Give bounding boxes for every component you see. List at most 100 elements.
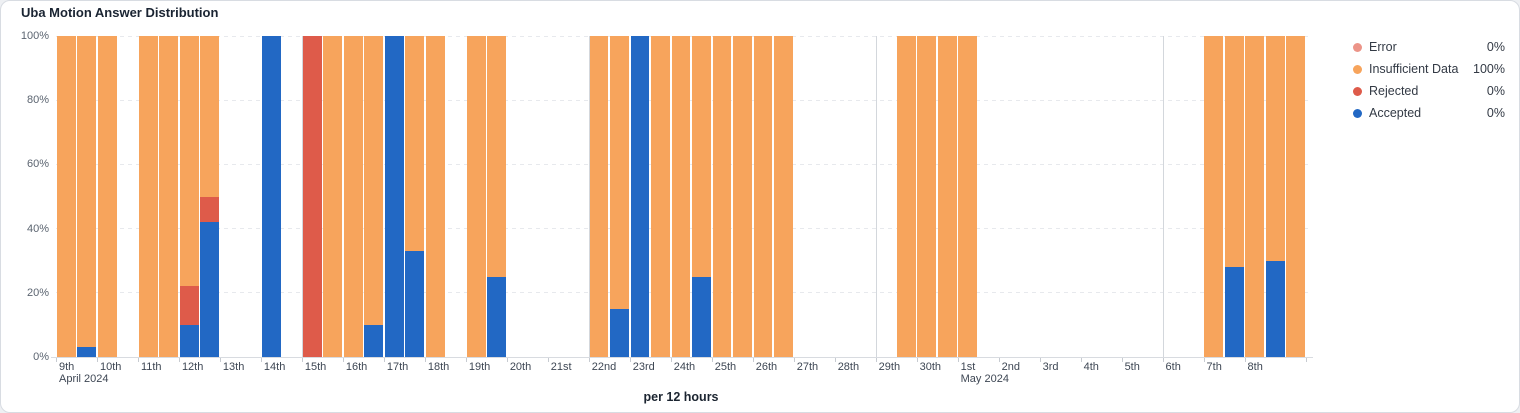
x-axis-label: 23rd bbox=[632, 361, 655, 373]
bar-segment-insufficient_data bbox=[487, 36, 507, 277]
bar-apr-18-am[interactable] bbox=[425, 36, 445, 357]
bar-may-7-pm[interactable] bbox=[1224, 36, 1244, 357]
bar-apr-24-pm[interactable] bbox=[692, 36, 711, 357]
bar-apr-12-am[interactable] bbox=[179, 36, 199, 357]
bar-may-1-am[interactable] bbox=[958, 36, 978, 357]
bar-segment-accepted bbox=[384, 36, 404, 357]
legend-item-rejected[interactable]: Rejected 0% bbox=[1353, 80, 1505, 102]
bar-apr-19-pm[interactable] bbox=[487, 36, 507, 357]
x-axis-tick bbox=[1162, 358, 1164, 362]
bar-apr-11-am[interactable] bbox=[138, 36, 158, 357]
x-axis-label: 20th bbox=[509, 361, 532, 373]
x-axis-label: 3rd bbox=[1042, 361, 1059, 373]
bar-segment-insufficient_data bbox=[589, 36, 609, 357]
bar-apr-26-am[interactable] bbox=[753, 36, 773, 357]
bar-segment-insufficient_data bbox=[200, 36, 220, 197]
bar-segment-insufficient_data bbox=[323, 36, 343, 357]
x-axis-label: 4th bbox=[1083, 361, 1099, 373]
bar-apr-25-am[interactable] bbox=[712, 36, 732, 357]
bar-apr-15-pm[interactable] bbox=[323, 36, 343, 357]
x-axis-label: 6th bbox=[1165, 361, 1181, 373]
bar-apr-10-am[interactable] bbox=[97, 36, 117, 357]
bar-segment-insufficient_data bbox=[1245, 36, 1265, 357]
legend-color-dot bbox=[1353, 42, 1362, 52]
bar-may-9-am[interactable] bbox=[1286, 36, 1306, 357]
x-axis-tick bbox=[1080, 358, 1082, 362]
bar-may-8-pm[interactable] bbox=[1265, 36, 1285, 357]
x-axis-tick bbox=[219, 358, 221, 362]
bar-segment-insufficient_data bbox=[774, 36, 793, 357]
bar-apr-9-pm[interactable] bbox=[77, 36, 97, 357]
week-boundary-line bbox=[301, 36, 303, 357]
x-axis-label: 27th bbox=[796, 361, 819, 373]
x-axis-tick bbox=[588, 358, 590, 362]
bar-apr-12-pm[interactable] bbox=[200, 36, 220, 357]
bar-segment-accepted bbox=[692, 276, 711, 357]
bar-apr-25-pm[interactable] bbox=[733, 36, 752, 357]
x-axis-label: 15th bbox=[304, 361, 327, 373]
bar-segment-insufficient_data bbox=[896, 36, 916, 357]
bar-apr-30-pm[interactable] bbox=[937, 36, 957, 357]
bar-apr-26-pm[interactable] bbox=[774, 36, 793, 357]
x-axis-label: 21st bbox=[550, 361, 572, 373]
legend-item-insufficient-data[interactable]: Insufficient Data 100% bbox=[1353, 58, 1505, 80]
bar-apr-30-am[interactable] bbox=[917, 36, 937, 357]
bar-apr-16-pm[interactable] bbox=[364, 36, 384, 357]
legend-item-accepted[interactable]: Accepted 0% bbox=[1353, 102, 1505, 124]
legend-item-error[interactable]: Error 0% bbox=[1353, 36, 1505, 58]
x-axis-label: 8th bbox=[1247, 361, 1263, 373]
legend-label: Rejected bbox=[1369, 84, 1419, 98]
bar-apr-16-am[interactable] bbox=[343, 36, 363, 357]
x-axis-label: 18th bbox=[427, 361, 450, 373]
bar-segment-accepted bbox=[364, 324, 384, 357]
legend-color-dot bbox=[1353, 108, 1362, 118]
x-axis-tick bbox=[834, 358, 836, 362]
bar-segment-insufficient_data bbox=[958, 36, 978, 357]
x-axis-end-tick bbox=[1306, 358, 1307, 362]
chart-title: Uba Motion Answer Distribution bbox=[21, 5, 219, 20]
bar-apr-24-am[interactable] bbox=[671, 36, 691, 357]
bar-may-8-am[interactable] bbox=[1245, 36, 1265, 357]
x-axis-label: 29th bbox=[878, 361, 901, 373]
bar-segment-rejected bbox=[200, 196, 220, 223]
x-axis-tick bbox=[1121, 358, 1123, 362]
bar-segment-accepted bbox=[77, 347, 97, 357]
bar-apr-22-am[interactable] bbox=[589, 36, 609, 357]
bar-apr-14-am[interactable] bbox=[261, 36, 281, 357]
bar-apr-29-pm[interactable] bbox=[896, 36, 916, 357]
bar-apr-17-am[interactable] bbox=[384, 36, 404, 357]
y-axis-label-0: 0% bbox=[33, 351, 49, 363]
x-axis-tick bbox=[1244, 358, 1246, 362]
x-axis-tick bbox=[383, 358, 385, 362]
bar-apr-17-pm[interactable] bbox=[405, 36, 425, 357]
legend-value: 0% bbox=[1486, 40, 1505, 54]
bar-apr-23-am[interactable] bbox=[630, 36, 650, 357]
bar-apr-22-pm[interactable] bbox=[610, 36, 629, 357]
bar-segment-insufficient_data bbox=[1224, 36, 1244, 268]
x-axis-label: 14th bbox=[263, 361, 286, 373]
bar-apr-11-pm[interactable] bbox=[159, 36, 179, 357]
bar-apr-19-am[interactable] bbox=[466, 36, 486, 357]
bar-segment-insufficient_data bbox=[712, 36, 732, 357]
bar-apr-23-pm[interactable] bbox=[651, 36, 670, 357]
bar-segment-accepted bbox=[200, 222, 220, 357]
bar-segment-insufficient_data bbox=[97, 36, 117, 357]
bar-apr-15-am[interactable] bbox=[302, 36, 322, 357]
x-axis-label: 17th bbox=[386, 361, 409, 373]
x-axis-label: 9th bbox=[59, 361, 75, 373]
x-axis-label: 30th bbox=[919, 361, 942, 373]
bar-segment-insufficient_data bbox=[753, 36, 773, 357]
legend-value: 0% bbox=[1486, 106, 1505, 120]
x-axis-label: 16th bbox=[345, 361, 368, 373]
week-boundary-line bbox=[875, 36, 877, 357]
bar-apr-9-am[interactable] bbox=[56, 36, 76, 357]
legend-label: Insufficient Data bbox=[1369, 62, 1459, 76]
bar-segment-insufficient_data bbox=[1265, 36, 1285, 261]
x-axis-label: 22nd bbox=[591, 361, 617, 373]
x-axis-label: 1st bbox=[960, 361, 976, 373]
bar-may-7-am[interactable] bbox=[1204, 36, 1224, 357]
month-boundary-line bbox=[957, 36, 959, 357]
legend: Error 0% Insufficient Data 100% Rejected 0% Ac… bbox=[1353, 36, 1505, 124]
